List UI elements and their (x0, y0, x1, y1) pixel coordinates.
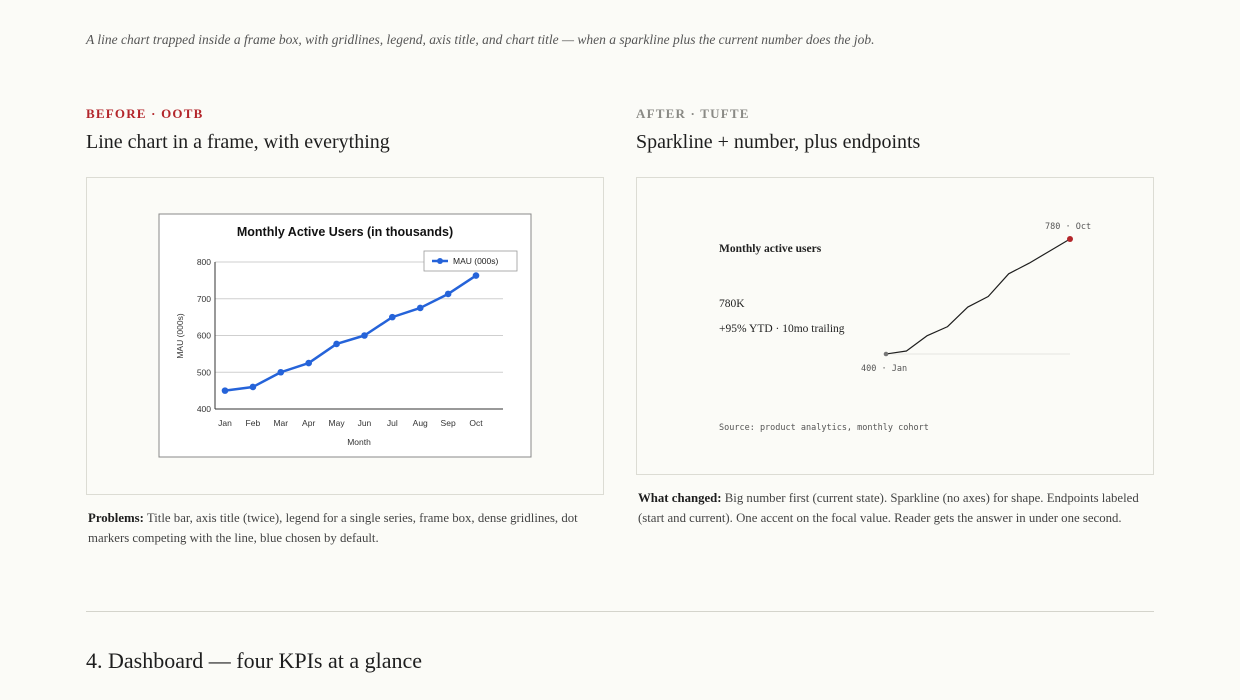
x-tick-apr: Apr (302, 418, 315, 428)
what-changed-label: What changed: (638, 491, 722, 505)
spark-title: Monthly active users (719, 243, 822, 255)
after-panel: Monthly active users 780K +95% YTD · 10m… (636, 177, 1154, 475)
y-tick-700: 700 (197, 294, 211, 304)
spark-start-label: 400 · Jan (861, 364, 907, 374)
source-note: Source: product analytics, monthly cohor… (719, 423, 929, 433)
marker-feb (249, 383, 257, 391)
after-heading: Sparkline + number, plus endpoints (636, 131, 921, 153)
sparkline-path (885, 238, 1071, 355)
sparkline-chart: Monthly active users 780K +95% YTD · 10m… (719, 222, 1091, 433)
x-tick-aug: Aug (413, 418, 428, 428)
y-tick-400: 400 (197, 404, 211, 414)
marker-apr (305, 359, 312, 367)
x-tick-jun: Jun (358, 418, 372, 428)
next-section-title: 4. Dashboard — four KPIs at a glance (86, 648, 423, 673)
before-panel: Monthly Active Users (in thousands) 400 5… (86, 177, 604, 495)
what-changed-text: Big number first (current state). Sparkl… (638, 491, 1139, 525)
big-number: 780K (719, 298, 745, 310)
before-kicker: BEFORE · OOTB (86, 106, 204, 121)
x-tick-feb: Feb (246, 418, 261, 428)
after-kicker: AFTER · TUFTE (636, 106, 750, 121)
marker-jan (221, 387, 229, 394)
marker-sep (444, 290, 452, 298)
x-tick-mar: Mar (273, 418, 288, 428)
series-markers (221, 272, 480, 394)
problems-text: Title bar, axis title (twice), legend fo… (88, 511, 578, 545)
section-divider (86, 611, 1154, 612)
x-tick-sep: Sep (441, 418, 456, 428)
problems-note: Problems: Title bar, axis title (twice),… (88, 509, 600, 548)
marker-mar (277, 368, 285, 376)
gridlines (215, 261, 503, 373)
ytd-subline: +95% YTD · 10mo trailing (719, 323, 845, 335)
y-tick-600: 600 (197, 331, 211, 341)
chart-title: Monthly Active Users (in thousands) (237, 225, 453, 239)
ootb-line-chart: Monthly Active Users (in thousands) 400 5… (158, 213, 532, 458)
marker-jun (361, 332, 368, 339)
before-column: BEFORE · OOTB Line chart in a frame, wit… (86, 106, 604, 545)
spark-end-point (1067, 236, 1073, 242)
legend-swatch-dot (437, 258, 443, 264)
marker-oct (472, 272, 480, 279)
what-changed-note: What changed: Big number first (current … (638, 489, 1150, 528)
y-tick-500: 500 (197, 367, 211, 377)
spark-end-label: 780 · Oct (1045, 222, 1091, 232)
intro-caption: A line chart trapped inside a frame box,… (86, 32, 875, 47)
y-tick-800: 800 (197, 257, 211, 267)
legend-label: MAU (000s) (453, 256, 499, 266)
y-axis-title: MAU (000s) (175, 313, 185, 359)
x-tick-jul: Jul (387, 418, 398, 428)
before-heading: Line chart in a frame, with everything (86, 131, 390, 153)
problems-label: Problems: (88, 511, 144, 525)
x-tick-oct: Oct (469, 418, 483, 428)
y-tick-labels: 400 500 600 700 800 (197, 257, 211, 414)
marker-jul (389, 313, 396, 321)
x-axis-title: Month (347, 437, 371, 447)
x-tick-may: May (329, 418, 346, 428)
marker-aug (416, 304, 424, 312)
marker-may (333, 340, 340, 348)
after-column: AFTER · TUFTE Sparkline + number, plus e… (636, 106, 1154, 525)
spark-start-point (883, 351, 889, 357)
x-tick-jan: Jan (218, 418, 232, 428)
legend: MAU (000s) (423, 250, 518, 272)
x-tick-labels: Jan Feb Mar Apr May Jun Jul Aug Sep Oct (218, 418, 483, 428)
legend-box (423, 250, 518, 272)
series-line-mau (224, 274, 477, 392)
